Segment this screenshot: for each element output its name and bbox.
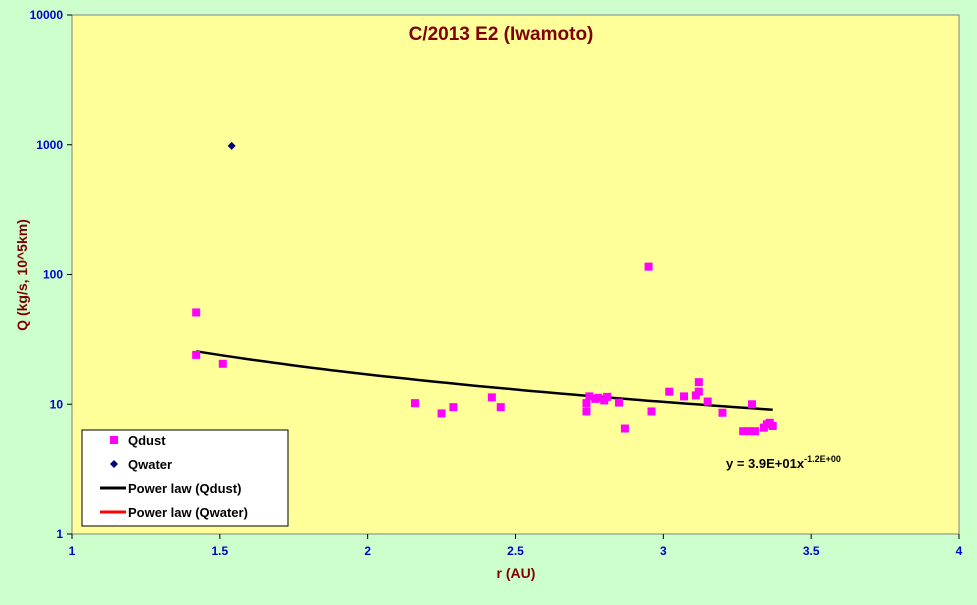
qdust-point <box>496 403 505 412</box>
y-tick-label: 1 <box>56 527 63 541</box>
y-tick-label: 10000 <box>30 8 64 22</box>
qdust-point <box>594 393 603 402</box>
qdust-point <box>585 392 594 401</box>
y-tick-label: 10 <box>50 397 64 411</box>
fit-lines <box>196 350 773 411</box>
qdust-point <box>748 400 757 409</box>
data-points <box>192 141 777 436</box>
qdust-point <box>644 262 653 271</box>
x-axis-label: r (AU) <box>497 565 536 581</box>
power-law-qdust-line <box>196 350 773 411</box>
legend-label-qdust: Qdust <box>128 433 166 448</box>
qdust-point <box>603 392 612 401</box>
x-axis: 1 1.5 2 2.5 3 3.5 4 <box>69 534 963 558</box>
fit-equation-exponent: -1.2E+00 <box>804 454 841 464</box>
qdust-point <box>192 308 201 317</box>
legend-marker-qwater <box>110 460 118 468</box>
qdust-point <box>582 399 591 408</box>
legend-label-power-qdust: Power law (Qdust) <box>128 481 241 496</box>
qdust-point <box>218 359 227 368</box>
qdust-point <box>694 378 703 387</box>
qdust-point <box>410 399 419 408</box>
qdust-point <box>665 387 674 396</box>
x-tick-label: 1 <box>69 544 76 558</box>
qdust-point <box>768 421 777 430</box>
legend-box <box>81 429 289 527</box>
chart-title: C/2013 E2 (Iwamoto) <box>409 24 594 45</box>
y-tick-label: 1000 <box>36 138 63 152</box>
y-axis-label: Q (kg/s, 10^5km) <box>14 219 30 331</box>
qdust-point <box>582 407 591 416</box>
qdust-point <box>703 397 712 406</box>
qdust-point <box>718 408 727 417</box>
legend-marker-qdust <box>110 436 118 444</box>
x-tick-label: 3.5 <box>803 544 820 558</box>
qdust-point <box>192 350 201 359</box>
fit-equation: y = 3.9E+01x-1.2E+00 <box>726 454 841 471</box>
fit-equation-base: y = 3.9E+01x <box>726 456 805 471</box>
qwater-point <box>227 141 236 150</box>
x-tick-label: 2 <box>364 544 371 558</box>
qdust-point <box>647 407 656 416</box>
x-tick-label: 4 <box>956 544 963 558</box>
qdust-point <box>449 403 458 412</box>
x-tick-label: 1.5 <box>211 544 228 558</box>
y-tick-label: 100 <box>43 268 63 282</box>
qdust-point <box>739 427 748 436</box>
qdust-point <box>750 427 759 436</box>
legend: Qdust Qwater Power law (Qdust) Power law… <box>81 429 289 527</box>
legend-label-qwater: Qwater <box>128 457 172 472</box>
qdust-point <box>680 392 689 401</box>
qdust-point <box>745 427 754 436</box>
qdust-point <box>487 393 496 402</box>
qdust-point <box>620 424 629 433</box>
qdust-point <box>437 409 446 418</box>
qdust-point <box>694 387 703 396</box>
x-tick-label: 3 <box>660 544 667 558</box>
legend-label-power-qwater: Power law (Qwater) <box>128 505 248 520</box>
y-axis: 1 10 100 1000 10000 <box>30 8 72 541</box>
qdust-point <box>614 398 623 407</box>
x-tick-label: 2.5 <box>507 544 524 558</box>
